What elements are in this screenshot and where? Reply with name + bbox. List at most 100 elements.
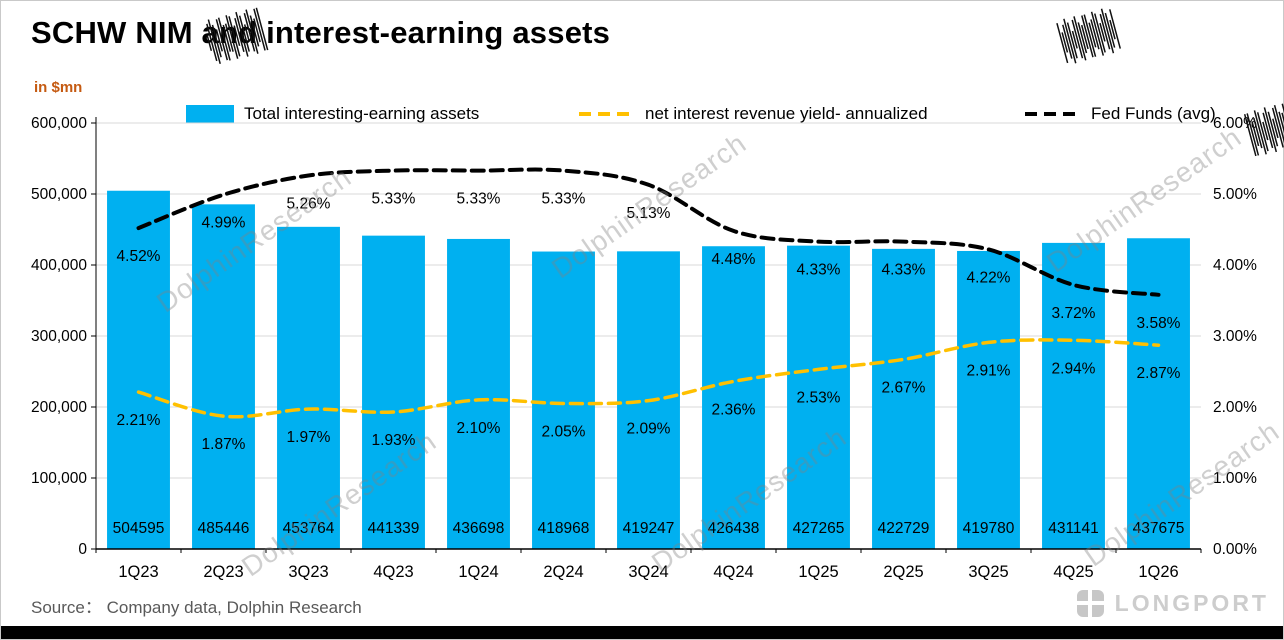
right-axis-tick-label: 3.00% — [1213, 328, 1257, 345]
bar-value-label: 427265 — [793, 520, 845, 537]
watermark-barcode-icon — [198, 0, 273, 79]
line-value-label: 2.36% — [712, 401, 756, 418]
right-axis-tick-label: 2.00% — [1213, 399, 1257, 416]
legend-bar-swatch — [186, 105, 234, 123]
source-note: Source： Company data, Dolphin Research — [31, 598, 362, 617]
bar-value-label: 485446 — [198, 520, 250, 537]
right-axis-tick-label: 5.00% — [1213, 186, 1257, 203]
x-axis-label: 1Q24 — [458, 563, 498, 581]
bar-value-label: 437675 — [1133, 520, 1185, 537]
chart-canvas: 504595 485446 453764 441339 436698 418968 4192… — [31, 115, 1257, 581]
series-line — [136, 338, 1161, 419]
line-value-label: 2.53% — [797, 389, 841, 406]
bar-total-assets — [277, 226, 340, 549]
longport-logo: LONGPORT — [1076, 590, 1269, 617]
legend-label-total-assets: Total interesting-earning assets — [244, 104, 480, 123]
left-axis-tick-label: 500,000 — [31, 186, 87, 203]
bar-value-label: 418968 — [538, 520, 590, 537]
longport-wordmark: LONGPORT — [1114, 590, 1269, 616]
legend-item-yield: net interest revenue yield- annualized — [579, 104, 928, 124]
line-value-label: 4.33% — [797, 262, 841, 279]
bar-total-assets — [702, 246, 765, 550]
left-axis-tick-label: 0 — [78, 541, 87, 558]
right-axis-tick-label: 0.00% — [1213, 541, 1257, 558]
line-value-label: 2.94% — [1052, 360, 1096, 377]
line-value-label: 2.05% — [542, 423, 586, 440]
series-line — [136, 167, 1161, 297]
x-axis-label: 1Q26 — [1138, 563, 1178, 581]
bar-total-assets — [447, 238, 510, 549]
left-axis-tick-label: 300,000 — [31, 328, 87, 345]
bar-total-assets — [1042, 242, 1105, 549]
bar-value-label: 453764 — [283, 520, 335, 537]
x-axis-label: 3Q23 — [288, 563, 328, 581]
legend-label-yield: net interest revenue yield- annualized — [645, 104, 928, 123]
line-value-label: 5.33% — [542, 191, 586, 208]
bar-value-label: 441339 — [368, 520, 420, 537]
bar-total-assets — [532, 251, 595, 549]
bar-value-label: 436698 — [453, 520, 505, 537]
line-value-label: 3.58% — [1137, 315, 1181, 332]
right-axis-tick-label: 1.00% — [1213, 470, 1257, 487]
bar-value-label: 422729 — [878, 520, 930, 537]
bar-total-assets — [957, 250, 1020, 549]
bar-value-label: 419780 — [963, 520, 1015, 537]
line-value-label: 5.26% — [287, 196, 331, 213]
line-value-label: 2.91% — [967, 362, 1011, 379]
line-value-label: 5.33% — [372, 191, 416, 208]
legend-item-fed-funds: Fed Funds (avg) — [1025, 104, 1216, 124]
left-axis-tick-label: 400,000 — [31, 257, 87, 274]
x-axis-label: 1Q23 — [118, 563, 158, 581]
bar-value-label: 426438 — [708, 520, 760, 537]
line-value-label: 4.22% — [967, 269, 1011, 286]
line-value-label: 2.67% — [882, 379, 926, 396]
x-axis-label: 4Q23 — [373, 563, 413, 581]
chart-title: SCHW NIM and interest-earning assets — [31, 15, 611, 50]
left-axis-tick-label: 100,000 — [31, 470, 87, 487]
x-axis-label: 1Q25 — [798, 563, 838, 581]
line-value-label: 4.52% — [117, 248, 161, 265]
bar-total-assets — [1127, 238, 1190, 550]
bar-total-assets — [192, 204, 255, 549]
bar-value-label: 419247 — [623, 520, 675, 537]
legend-label-fed-funds: Fed Funds (avg) — [1091, 104, 1216, 123]
bar-total-assets — [872, 248, 935, 549]
x-axis-label: 3Q24 — [628, 563, 668, 581]
line-value-label: 5.33% — [457, 191, 501, 208]
line-value-label: 1.87% — [202, 436, 246, 453]
line-value-label: 5.13% — [627, 205, 671, 222]
watermark-barcode-icon — [1051, 0, 1126, 79]
bar-total-assets — [362, 235, 425, 550]
line-value-label: 4.33% — [882, 262, 926, 279]
legend-fed-dash-swatch — [1025, 112, 1081, 116]
left-axis-tick-label: 600,000 — [31, 115, 87, 132]
x-axis-label: 4Q24 — [713, 563, 753, 581]
bar-total-assets — [107, 190, 170, 549]
line-value-label: 4.99% — [202, 215, 246, 232]
bar-total-assets — [787, 245, 850, 549]
line-value-label: 2.10% — [457, 420, 501, 437]
watermark-barcode-icon — [1239, 90, 1284, 170]
line-value-label: 2.21% — [117, 412, 161, 429]
line-value-label: 1.97% — [287, 429, 331, 446]
line-value-label: 3.72% — [1052, 305, 1096, 322]
x-axis-label: 2Q23 — [203, 563, 243, 581]
left-axis-tick-label: 200,000 — [31, 399, 87, 416]
line-value-label: 1.93% — [372, 432, 416, 449]
right-axis-tick-label: 4.00% — [1213, 257, 1257, 274]
line-value-label: 4.48% — [712, 251, 756, 268]
x-axis-label: 2Q24 — [543, 563, 583, 581]
legend-yield-dash-swatch — [579, 112, 635, 116]
footer-bar — [1, 626, 1283, 639]
legend-item-total-assets: Total interesting-earning assets — [186, 104, 479, 124]
unit-label: in $mn — [34, 79, 83, 96]
x-axis-label: 2Q25 — [883, 563, 923, 581]
line-value-label: 2.09% — [627, 421, 671, 438]
line-value-label: 2.87% — [1137, 365, 1181, 382]
longport-grid-icon — [1076, 590, 1104, 617]
x-axis-label: 4Q25 — [1053, 563, 1093, 581]
bar-value-label: 504595 — [113, 520, 165, 537]
x-axis-label: 3Q25 — [968, 563, 1008, 581]
bar-value-label: 431141 — [1048, 520, 1099, 537]
